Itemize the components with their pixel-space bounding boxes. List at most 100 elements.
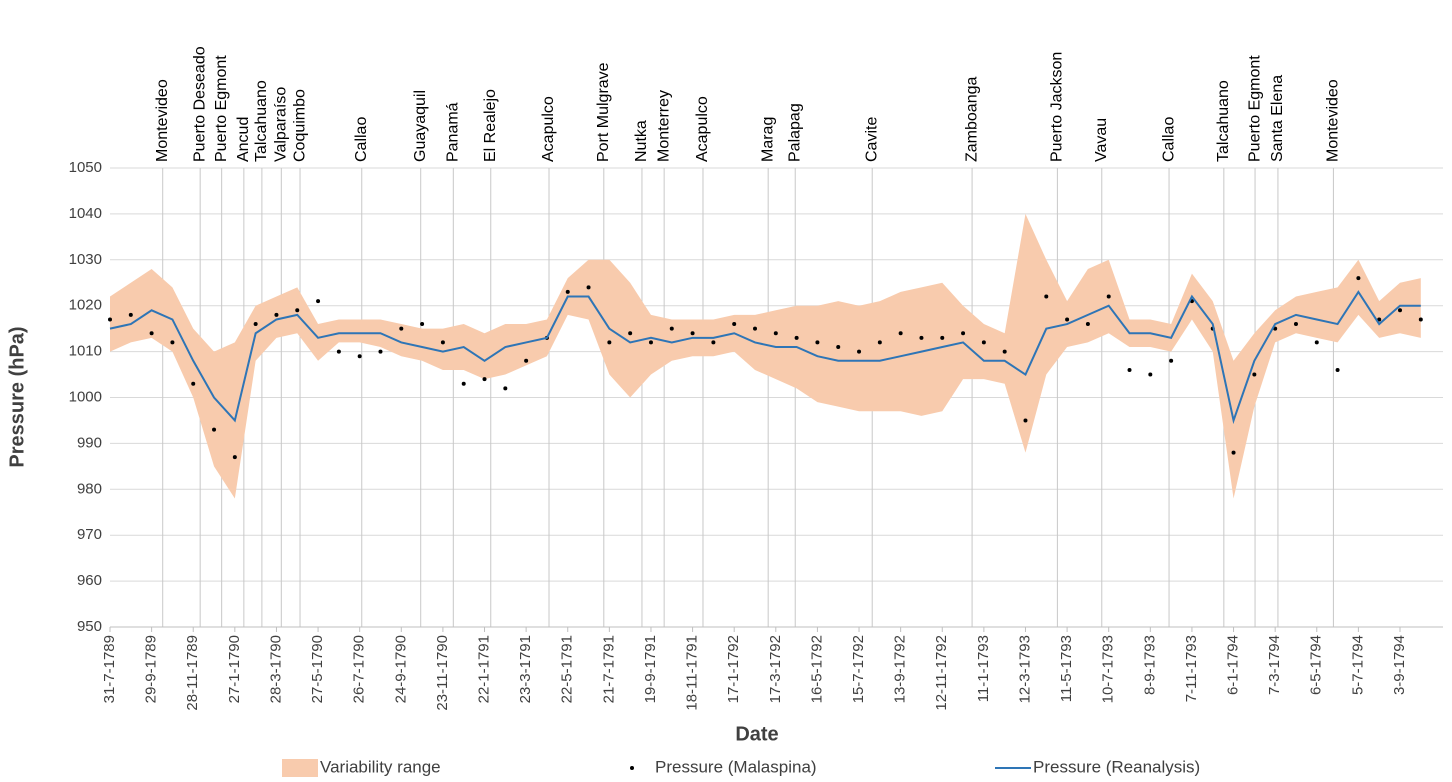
- malaspina-point: [1398, 308, 1402, 313]
- malaspina-point: [981, 340, 986, 345]
- malaspina-point: [503, 386, 508, 391]
- x-tick-label: 15-7-1792: [850, 635, 867, 703]
- malaspina-point: [482, 377, 487, 382]
- malaspina-point: [440, 340, 445, 345]
- x-tick-label: 22-1-1791: [475, 635, 492, 703]
- port-label: Marag: [759, 117, 776, 162]
- x-tick-label: 28-11-1789: [184, 635, 201, 711]
- port-label: Acapulco: [694, 96, 711, 162]
- x-tick-label: 3-9-1794: [1391, 635, 1408, 695]
- x-tick-label: 18-11-1791: [684, 635, 701, 711]
- malaspina-point: [773, 331, 778, 336]
- y-tick-label: 980: [77, 480, 102, 497]
- malaspina-point: [919, 335, 924, 340]
- malaspina-point: [794, 335, 799, 340]
- malaspina-point: [1335, 367, 1340, 372]
- malaspina-point: [628, 331, 633, 336]
- malaspina-point: [232, 455, 237, 460]
- port-label: Puerto Jackson: [1049, 52, 1066, 162]
- y-tick-label: 1050: [69, 159, 102, 176]
- x-tick-label: 6-1-1794: [1225, 635, 1242, 695]
- legend-swatch: [282, 759, 318, 777]
- port-label: Talcahuano: [253, 80, 270, 162]
- y-tick-label: 970: [77, 526, 102, 543]
- malaspina-point: [336, 349, 341, 354]
- port-label: Montevideo: [154, 79, 171, 162]
- malaspina-point: [128, 312, 133, 317]
- malaspina-point: [1252, 372, 1257, 377]
- port-label: Palapag: [786, 103, 803, 162]
- x-tick-label: 6-5-1794: [1308, 635, 1325, 695]
- port-label: Montevideo: [1325, 79, 1342, 162]
- y-tick-label: 1000: [69, 388, 102, 405]
- port-label: Zamboanga: [963, 77, 980, 162]
- malaspina-point: [565, 289, 570, 294]
- port-label: Callao: [353, 117, 370, 162]
- malaspina-point: [1044, 294, 1049, 299]
- malaspina-point: [1377, 317, 1382, 322]
- y-tick-label: 1020: [69, 297, 102, 314]
- x-tick-label: 31-7-1789: [101, 635, 118, 703]
- port-label: Callao: [1160, 117, 1177, 162]
- x-tick-label: 28-3-1790: [267, 635, 284, 703]
- y-tick-label: 990: [77, 434, 102, 451]
- y-tick-label: 1010: [69, 343, 102, 360]
- port-label: Acapulco: [540, 96, 557, 162]
- malaspina-point: [898, 331, 903, 336]
- x-tick-label: 12-3-1793: [1016, 635, 1033, 703]
- malaspina-point: [857, 349, 862, 354]
- y-tick-label: 1030: [69, 251, 102, 268]
- malaspina-point: [295, 308, 300, 313]
- malaspina-point: [191, 381, 196, 386]
- legend-label: Variability range: [320, 757, 441, 776]
- x-tick-label: 10-7-1793: [1100, 635, 1117, 703]
- malaspina-point: [108, 317, 112, 322]
- malaspina-point: [815, 340, 820, 345]
- x-tick-label: 21-7-1791: [600, 635, 617, 703]
- malaspina-point: [1106, 294, 1111, 299]
- malaspina-point: [940, 335, 945, 340]
- reanalysis-line: [109, 290, 1421, 425]
- malaspina-point: [648, 340, 653, 345]
- port-label: Valparaíso: [273, 87, 290, 162]
- legend-swatch: [630, 766, 634, 770]
- malaspina-point: [753, 326, 757, 331]
- port-label: Santa Elena: [1269, 75, 1286, 162]
- x-tick-label: 27-1-1790: [226, 635, 243, 703]
- x-tick-label: 13-9-1792: [892, 635, 909, 703]
- x-tick-label: 22-5-1791: [559, 635, 576, 703]
- malaspina-point: [1023, 418, 1028, 423]
- malaspina-point: [1418, 317, 1423, 322]
- malaspina-point: [732, 322, 737, 327]
- malaspina-point: [607, 340, 612, 345]
- malaspina-point: [524, 358, 529, 363]
- malaspina-point: [1293, 322, 1298, 327]
- malaspina-point: [420, 322, 425, 327]
- port-label: Puerto Egmont: [1246, 55, 1263, 162]
- malaspina-point: [461, 381, 466, 386]
- malaspina-point: [1231, 450, 1236, 455]
- malaspina-point: [1127, 367, 1132, 372]
- port-label: Port Mulgrave: [595, 62, 612, 162]
- malaspina-point: [711, 340, 716, 345]
- malaspina-point: [1169, 358, 1174, 363]
- malaspina-point: [149, 331, 154, 336]
- y-tick-label: 1040: [69, 205, 102, 222]
- port-label: Ancud: [235, 117, 252, 162]
- x-tick-label: 7-3-1794: [1266, 635, 1283, 695]
- malaspina-point: [1314, 340, 1319, 345]
- x-tick-label: 5-7-1794: [1349, 635, 1366, 695]
- malaspina-point: [1085, 322, 1090, 327]
- x-tick-label: 19-9-1791: [642, 635, 659, 703]
- port-label: Puerto Deseado: [191, 46, 208, 162]
- y-axis-title: Pressure (hPa): [6, 326, 28, 467]
- malaspina-point: [253, 322, 258, 327]
- x-tick-label: 26-7-1790: [351, 635, 368, 703]
- port-label: Talcahuano: [1215, 80, 1232, 162]
- malaspina-point: [1065, 317, 1070, 322]
- x-tick-label: 11-5-1793: [1058, 635, 1075, 702]
- x-tick-label: 8-9-1793: [1141, 635, 1158, 695]
- port-label: Panamá: [445, 102, 462, 162]
- x-tick-label: 17-1-1792: [725, 635, 742, 703]
